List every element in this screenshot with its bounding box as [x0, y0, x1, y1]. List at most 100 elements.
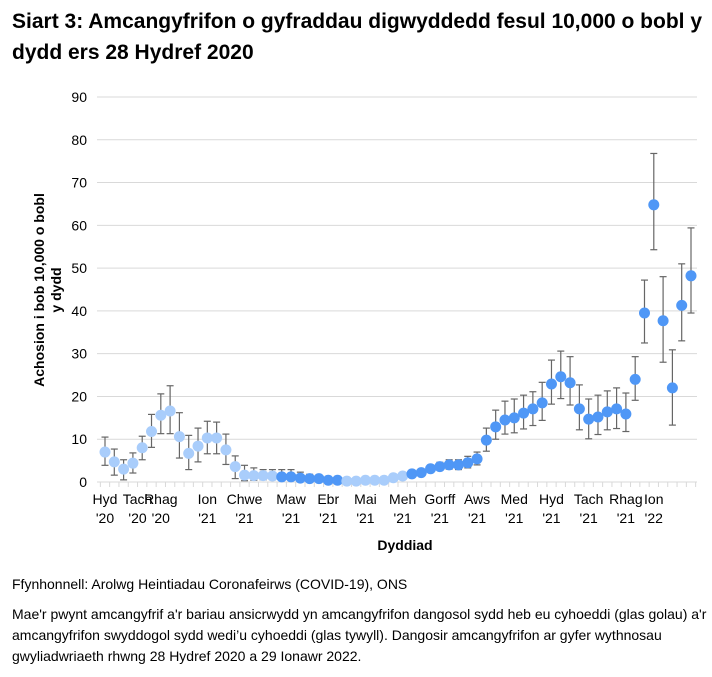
x-tick-label-year: '21	[235, 510, 253, 526]
x-tick-label: Rhag	[609, 491, 642, 507]
point-published	[294, 472, 306, 484]
point-unpublished	[369, 474, 381, 486]
x-tick-label: Tach	[123, 491, 153, 507]
x-tick-label: Aws	[464, 491, 490, 507]
point-published	[434, 461, 446, 473]
point-published	[443, 459, 455, 471]
x-tick-label-year: '21	[319, 510, 337, 526]
point-unpublished	[350, 475, 362, 487]
point-published	[545, 378, 557, 390]
y-tick-label: 70	[71, 175, 87, 191]
x-tick-label: Tach	[574, 491, 604, 507]
y-axis-label-line2: y dydd	[48, 267, 64, 312]
point-published	[313, 473, 325, 485]
point-unpublished	[341, 475, 353, 487]
point-unpublished	[155, 409, 167, 421]
x-tick-label-year: '20	[152, 510, 170, 526]
point-unpublished	[99, 446, 111, 458]
point-unpublished	[136, 442, 148, 454]
footnote: Mae'r pwynt amcangyfrif a'r bariau ansic…	[12, 606, 707, 664]
point-unpublished	[118, 463, 130, 475]
x-tick-label-year: '21	[542, 510, 560, 526]
point-published	[285, 471, 297, 483]
x-tick-label: Meh	[389, 491, 416, 507]
x-tick-label-year: '21	[394, 510, 412, 526]
y-tick-label: 40	[71, 303, 87, 319]
point-unpublished	[229, 461, 241, 473]
point-unpublished	[266, 470, 278, 482]
x-tick-label-year: '22	[645, 510, 663, 526]
x-tick-label-year: '21	[580, 510, 598, 526]
y-axis-label: Achosion i bob 10,000 o bobl	[31, 193, 47, 387]
point-published	[276, 471, 288, 483]
point-published	[573, 403, 585, 415]
point-unpublished	[127, 457, 139, 469]
point-published	[508, 412, 520, 424]
x-tick-label-year: '21	[617, 510, 635, 526]
point-published	[601, 406, 613, 418]
x-tick-label: Chwe	[227, 491, 263, 507]
point-published	[480, 434, 492, 446]
x-tick-label: Maw	[276, 491, 306, 507]
point-unpublished	[387, 472, 399, 484]
point-published	[676, 299, 688, 311]
point-unpublished	[248, 470, 260, 482]
chart-title: Siart 3: Amcangyfrifon o gyfraddau digwy…	[12, 10, 703, 64]
point-published	[332, 474, 344, 486]
y-tick-label: 90	[71, 89, 87, 105]
point-published	[527, 403, 539, 415]
point-unpublished	[239, 469, 251, 481]
y-tick-label: 10	[71, 431, 87, 447]
point-published	[471, 453, 483, 465]
point-unpublished	[192, 440, 204, 452]
point-published	[583, 413, 595, 425]
point-published	[322, 474, 334, 486]
y-tick-label: 0	[79, 474, 87, 490]
point-published	[555, 371, 567, 383]
point-published	[638, 307, 650, 319]
point-published	[611, 403, 623, 415]
point-unpublished	[378, 474, 390, 486]
point-published	[629, 373, 641, 385]
point-unpublished	[173, 431, 185, 443]
point-published	[685, 270, 697, 282]
point-unpublished	[183, 447, 195, 459]
x-tick-label: Ion	[644, 491, 663, 507]
point-published	[462, 457, 474, 469]
point-published	[564, 377, 576, 389]
point-published	[592, 411, 604, 423]
point-published	[666, 382, 678, 394]
point-published	[452, 459, 464, 471]
point-unpublished	[164, 405, 176, 417]
x-axis-label: Dyddiad	[377, 537, 432, 553]
chart: 0 10 20 30 40 50 60 70 80 90 Hyd '20 Tach '20 Rhag '20…	[31, 89, 697, 553]
x-tick-label-year: '21	[282, 510, 300, 526]
point-published	[425, 463, 437, 475]
point-published	[620, 408, 632, 420]
point-unpublished	[220, 444, 232, 456]
x-tick-label: Gorff	[424, 491, 455, 507]
x-tick-label-year: '21	[431, 510, 449, 526]
x-tick-label-year: '21	[198, 510, 216, 526]
point-published	[304, 473, 316, 485]
x-tick-label: Ebr	[317, 491, 339, 507]
x-tick-label-year: '21	[356, 510, 374, 526]
y-tick-label: 30	[71, 346, 87, 362]
point-unpublished	[211, 432, 223, 444]
x-tick-label: Hyd	[93, 491, 118, 507]
y-tick-label: 50	[71, 260, 87, 276]
point-published	[518, 407, 530, 419]
point-unpublished	[146, 426, 158, 438]
source-note: Ffynhonnell: Arolwg Heintiadau Coronafei…	[12, 576, 408, 592]
x-tick-label: Med	[501, 491, 528, 507]
x-tick-label: Hyd	[539, 491, 564, 507]
x-tick-label-year: '21	[505, 510, 523, 526]
y-tick-label: 80	[71, 132, 87, 148]
point-published	[490, 421, 502, 433]
point-published	[657, 315, 669, 327]
point-published	[536, 397, 548, 409]
y-tick-label: 60	[71, 217, 87, 233]
x-tick-label-year: '20	[128, 510, 146, 526]
point-unpublished	[257, 470, 269, 482]
